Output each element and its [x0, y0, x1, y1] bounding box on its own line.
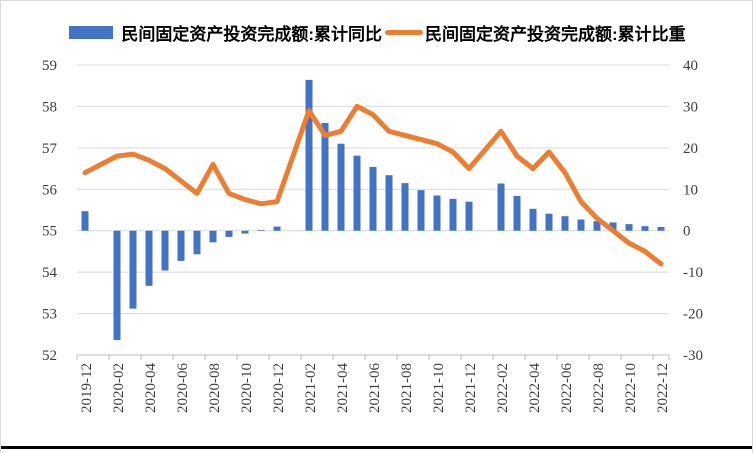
bar-2021-07 [385, 175, 393, 231]
right-axis-tick-label: -30 [683, 348, 703, 364]
legend-item-yoy: 民间固定资产投资完成额:累计同比 [69, 20, 382, 45]
bar-2022-07 [577, 219, 585, 231]
bar-2021-04 [337, 143, 345, 231]
x-axis-tick-label: 2020-06 [175, 363, 191, 413]
bottom-rule [1, 446, 752, 449]
bar-2019-12 [81, 211, 89, 231]
bar-2020-08 [209, 230, 217, 243]
bar-2021-10 [433, 195, 441, 231]
bar-2020-09 [225, 230, 233, 237]
right-axis-tick-label: 0 [683, 224, 691, 240]
x-axis-tick-label: 2021-12 [463, 363, 479, 413]
bar-2022-12 [657, 227, 665, 231]
right-axis-tick-label: 30 [683, 99, 698, 115]
x-axis-tick-label: 2021-10 [431, 363, 447, 413]
bar-series-swatch [69, 26, 114, 39]
bar-2020-06 [177, 230, 185, 261]
x-axis-tick-label: 2022-04 [527, 363, 543, 413]
x-axis-tick-label: 2021-08 [399, 363, 415, 413]
bar-2020-03 [129, 230, 137, 309]
bar-2022-11 [641, 226, 649, 231]
right-axis-tick-label: 10 [683, 182, 698, 198]
bar-2020-12 [273, 226, 281, 231]
x-axis-tick-label: 2022-12 [655, 363, 671, 413]
bar-2021-06 [369, 166, 377, 231]
x-axis-tick-label: 2020-12 [271, 363, 287, 413]
bar-2021-09 [417, 190, 425, 231]
bar-2021-08 [401, 183, 409, 231]
x-axis-tick-label: 2020-08 [207, 363, 223, 413]
bar-2022-02 [497, 183, 505, 231]
bar-2021-03 [321, 123, 329, 231]
x-axis-tick-label: 2021-04 [335, 363, 351, 413]
left-axis-tick-label: 58 [42, 99, 57, 115]
bar-2022-04 [529, 208, 537, 231]
x-axis-tick-label: 2022-06 [559, 363, 575, 413]
x-axis-tick-label: 2019-12 [79, 363, 95, 413]
bar-2020-02 [113, 230, 121, 341]
bar-2021-02 [305, 79, 313, 231]
bar-2020-10 [241, 230, 249, 234]
bar-2021-11 [449, 198, 457, 231]
right-axis-tick-label: 40 [683, 58, 698, 74]
legend-label-share: 民间固定资产投资完成额:累计比重 [425, 25, 686, 44]
bar-2020-07 [193, 230, 201, 255]
x-axis-tick-label: 2022-02 [495, 363, 511, 413]
x-axis-tick-label: 2020-02 [111, 363, 127, 413]
bar-2020-04 [145, 230, 153, 286]
line-series-swatch [385, 30, 423, 35]
left-axis-tick-label: 59 [42, 58, 57, 74]
left-axis-tick-label: 55 [42, 224, 57, 240]
x-axis-tick-label: 2020-04 [143, 363, 159, 413]
share-line [82, 103, 664, 267]
legend: 民间固定资产投资完成额:累计同比 民间固定资产投资完成额:累计比重 [1, 20, 752, 45]
bar-2020-05 [161, 230, 169, 271]
left-axis-tick-label: 57 [42, 141, 58, 157]
left-axis-tick-label: 56 [42, 182, 58, 198]
bar-2022-09 [609, 222, 617, 231]
bar-2022-08 [593, 221, 601, 231]
bar-2022-10 [625, 224, 633, 231]
bar-2021-05 [353, 155, 361, 231]
right-axis-tick-label: -20 [683, 307, 703, 323]
x-axis-tick-label: 2020-10 [239, 363, 255, 413]
x-axis-tick-label: 2021-02 [303, 363, 319, 413]
right-axis-tick-label: 20 [683, 141, 698, 157]
right-axis-tick-label: -10 [683, 265, 703, 281]
x-axis-tick-label: 2021-06 [367, 363, 383, 413]
x-axis-tick-label: 2022-08 [591, 363, 607, 413]
bar-2020-11 [257, 229, 265, 231]
left-axis-tick-label: 53 [42, 307, 57, 323]
left-axis-tick-label: 52 [42, 348, 57, 364]
bar-2022-03 [513, 195, 521, 231]
left-axis-tick-label: 54 [42, 265, 58, 281]
bar-2021-12 [465, 201, 473, 231]
legend-label-yoy: 民间固定资产投资完成额:累计同比 [121, 25, 382, 44]
bar-2022-06 [561, 216, 569, 231]
x-axis-tick-label: 2022-10 [623, 363, 639, 413]
legend-item-share: 民间固定资产投资完成额:累计比重 [385, 20, 686, 45]
bar-2022-05 [545, 213, 553, 231]
